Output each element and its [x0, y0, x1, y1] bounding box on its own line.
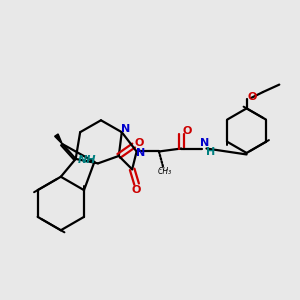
Text: O: O [132, 185, 141, 195]
Polygon shape [55, 134, 62, 144]
Text: O: O [182, 126, 192, 136]
Text: ···: ··· [159, 165, 170, 175]
Text: O: O [248, 92, 257, 102]
Text: NH: NH [78, 155, 96, 165]
Text: CH₃: CH₃ [158, 167, 172, 176]
Text: O: O [135, 138, 144, 148]
Text: N: N [200, 138, 209, 148]
Text: H: H [206, 147, 215, 157]
Text: N: N [121, 124, 130, 134]
Text: N: N [136, 148, 145, 158]
